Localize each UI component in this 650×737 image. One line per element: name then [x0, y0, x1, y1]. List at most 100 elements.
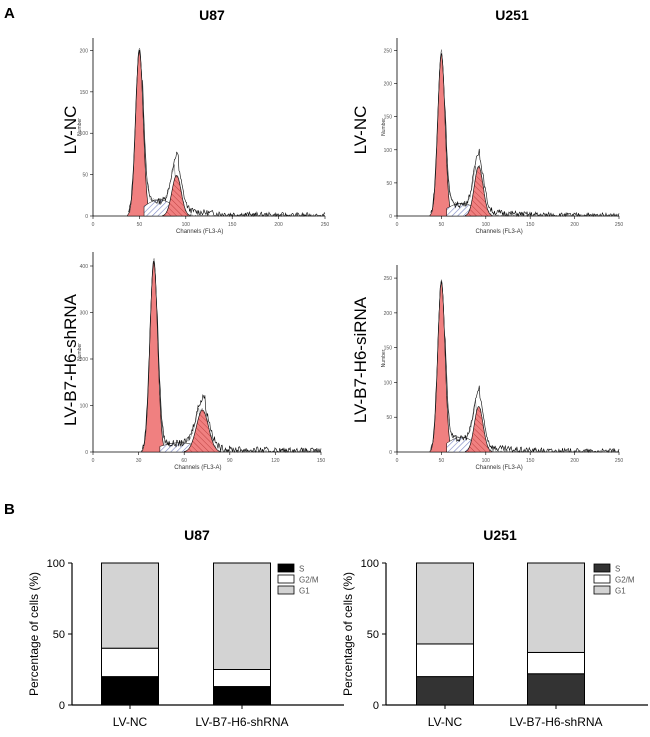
x-tick-label: 100: [482, 458, 491, 464]
bar-segment-g1: [213, 562, 271, 670]
histogram-fit-outline: [128, 47, 326, 217]
legend-swatch: [593, 585, 611, 595]
x-tick-label: 120: [271, 458, 280, 464]
histogram-outline: [128, 50, 326, 218]
histogram-outline: [430, 280, 620, 454]
y-tick-label: 100: [80, 404, 89, 410]
y-tick-label: 0: [59, 700, 65, 712]
histogram-outline: [430, 52, 620, 218]
x-tick-label: 200: [274, 222, 283, 228]
x-tick-label: 150: [317, 458, 326, 464]
x-tick-label: 50: [137, 222, 143, 228]
x-tick-label: 150: [228, 222, 237, 228]
legend-label: S: [299, 565, 304, 574]
y-tick-label: 50: [82, 173, 88, 179]
x-tick-label: 30: [136, 458, 142, 464]
y-axis-label: Number: [77, 118, 83, 136]
bar-segment-g2m: [527, 651, 585, 675]
bar-chart-title-u87: U87: [184, 527, 210, 543]
y-tick-label: 0: [85, 450, 88, 456]
g2m-peak: [183, 409, 221, 453]
bar-segment-g2m: [416, 643, 474, 678]
y-tick-label: 100: [384, 380, 393, 386]
y-tick-label: 100: [361, 558, 379, 570]
column-title-u87: U87: [199, 7, 225, 23]
panel-a-label: A: [4, 5, 15, 22]
legend-label: G1: [615, 587, 626, 596]
bar-segment-s: [101, 676, 159, 706]
bar-chart-u251: 0 50 100 Percentage of cells (%) LV-NC LV-B7-…: [341, 558, 648, 729]
y-tick-label: 150: [384, 115, 393, 121]
x-tick-label: 0: [396, 222, 399, 228]
y-tick-label: 250: [384, 276, 393, 282]
category-label: LV-NC: [428, 715, 463, 729]
x-tick-label: 0: [92, 458, 95, 464]
legend-swatch: [277, 574, 295, 584]
row-label-u87-nc: LV-NC: [61, 106, 80, 155]
g1-peak: [429, 281, 454, 453]
bar-segment-g2m: [213, 669, 271, 688]
y-tick-label: 0: [389, 450, 392, 456]
bar-chart-title-u251: U251: [483, 527, 517, 543]
y-tick-label: 100: [47, 558, 65, 570]
bar-segment-s: [213, 686, 271, 706]
x-axis-label: Channels (FL3-A): [475, 229, 522, 235]
x-axis-label: Channels (FL3-A): [475, 465, 522, 471]
histogram-u251-lv-nc: 0 50 100 150 200 250 0 50 100 150 200 250 Channels (…: [381, 38, 623, 235]
y-tick-label: 0: [373, 700, 379, 712]
y-tick-label: 200: [80, 48, 89, 54]
y-tick-label: 150: [384, 346, 393, 352]
x-tick-label: 100: [182, 222, 191, 228]
legend-swatch: [277, 585, 295, 595]
histogram-fit-outline: [430, 49, 620, 217]
y-tick-label: 50: [367, 629, 379, 641]
x-tick-label: 200: [570, 458, 579, 464]
legend-label: G1: [299, 587, 310, 596]
bar-segment-g1: [101, 562, 159, 649]
category-label: LV-B7-H6-shRNA: [195, 715, 288, 729]
histogram-fit-outline: [142, 258, 322, 453]
g1-peak: [127, 49, 152, 217]
y-tick-label: 150: [80, 90, 89, 96]
legend-label: G2/M: [299, 576, 319, 585]
x-tick-label: 100: [482, 222, 491, 228]
bar-segment-s: [416, 676, 474, 706]
y-tick-label: 50: [386, 415, 392, 421]
x-tick-label: 50: [439, 222, 445, 228]
y-axis-label: Number: [381, 118, 387, 136]
y-axis-label: Number: [381, 349, 387, 367]
legend-swatch: [277, 563, 295, 573]
row-label-u251-si: LV-B7-H6-siRNA: [351, 296, 370, 423]
bar-chart-u87: 0 50 100 Percentage of cells (%) LV-NC LV-B7-…: [27, 558, 344, 729]
y-axis-label: Number: [77, 343, 83, 361]
x-axis-label: Channels (FL3-A): [174, 465, 221, 471]
bar-segment-g1: [527, 562, 585, 653]
y-tick-label: 100: [384, 148, 393, 154]
x-tick-label: 250: [615, 458, 624, 464]
x-tick-label: 200: [570, 222, 579, 228]
x-tick-label: 60: [181, 458, 187, 464]
category-label: LV-NC: [113, 715, 148, 729]
x-tick-label: 90: [227, 458, 233, 464]
column-title-u251: U251: [495, 7, 529, 23]
y-axis-label: Percentage of cells (%): [341, 572, 355, 696]
y-tick-label: 400: [80, 264, 89, 270]
histogram-u87-lv-nc: 0 50 100 150 200 250 0 50 100 150 200 Channels (FL3…: [77, 38, 329, 235]
histogram-outline: [142, 260, 322, 454]
legend-swatch: [593, 574, 611, 584]
bar-segment-s: [527, 673, 585, 706]
y-tick-label: 200: [384, 82, 393, 88]
row-label-u251-nc: LV-NC: [351, 106, 370, 155]
y-tick-label: 200: [384, 311, 393, 317]
legend-swatch: [593, 563, 611, 573]
category-label: LV-B7-H6-shRNA: [509, 715, 602, 729]
y-tick-label: 50: [53, 629, 65, 641]
x-tick-label: 50: [439, 458, 445, 464]
y-tick-label: 200: [80, 357, 89, 363]
x-axis-label: Channels (FL3-A): [176, 229, 223, 235]
y-tick-label: 100: [80, 131, 89, 137]
x-tick-label: 250: [321, 222, 330, 228]
bar-segment-g2m: [101, 647, 159, 678]
y-tick-label: 0: [389, 214, 392, 220]
